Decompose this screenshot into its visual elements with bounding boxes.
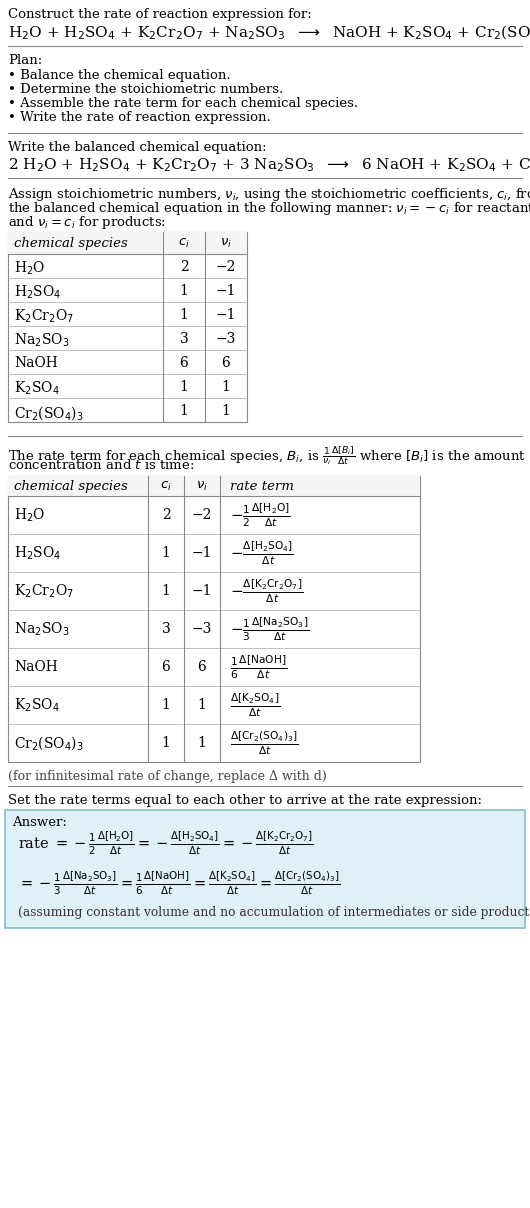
Text: • Assemble the rate term for each chemical species.: • Assemble the rate term for each chemic… [8, 97, 358, 110]
Text: 1: 1 [162, 546, 171, 561]
Text: −2: −2 [192, 509, 212, 522]
Text: 3: 3 [162, 622, 170, 635]
Text: 1: 1 [162, 698, 171, 712]
Text: 1: 1 [180, 308, 189, 323]
Text: −2: −2 [216, 260, 236, 274]
Text: $-\frac{\Delta[\mathrm{K_2Cr_2O_7}]}{\Delta t}$: $-\frac{\Delta[\mathrm{K_2Cr_2O_7}]}{\De… [230, 577, 303, 605]
Bar [8, 476, 420, 496]
Text: $\frac{1}{6}\frac{\Delta[\mathrm{NaOH}]}{\Delta t}$: $\frac{1}{6}\frac{\Delta[\mathrm{NaOH}]}… [230, 654, 287, 681]
Text: 1: 1 [162, 583, 171, 598]
Bar [8, 232, 247, 254]
Text: $c_i$: $c_i$ [178, 237, 190, 250]
Text: Construct the rate of reaction expression for:: Construct the rate of reaction expressio… [8, 8, 312, 21]
Text: −1: −1 [216, 284, 236, 298]
Text: Plan:: Plan: [8, 54, 42, 66]
Text: the balanced chemical equation in the following manner: $\nu_i = -c_i$ for react: the balanced chemical equation in the fo… [8, 201, 530, 217]
Text: $\frac{\Delta[\mathrm{Cr_2(SO_4)_3}]}{\Delta t}$: $\frac{\Delta[\mathrm{Cr_2(SO_4)_3}]}{\D… [230, 730, 298, 757]
Text: H$_2$SO$_4$: H$_2$SO$_4$ [14, 545, 61, 562]
Text: 1: 1 [180, 403, 189, 418]
Text: K$_2$SO$_4$: K$_2$SO$_4$ [14, 696, 60, 714]
Text: 1: 1 [180, 381, 189, 394]
Text: • Determine the stoichiometric numbers.: • Determine the stoichiometric numbers. [8, 83, 283, 95]
Text: $\nu_i$: $\nu_i$ [220, 237, 232, 250]
Text: H$_2$O: H$_2$O [14, 260, 46, 278]
Text: NaOH: NaOH [14, 660, 58, 674]
Bar [8, 476, 420, 762]
Text: 6: 6 [222, 356, 231, 370]
Text: 1: 1 [162, 736, 171, 750]
Text: H$_2$O: H$_2$O [14, 506, 46, 524]
Text: 1: 1 [198, 698, 207, 712]
Text: 1: 1 [222, 403, 231, 418]
Bar [5, 811, 525, 928]
Text: −3: −3 [192, 622, 212, 635]
Text: H$_2$O + H$_2$SO$_4$ + K$_2$Cr$_2$O$_7$ + Na$_2$SO$_3$  $\longrightarrow$  NaOH : H$_2$O + H$_2$SO$_4$ + K$_2$Cr$_2$O$_7$ … [8, 24, 530, 42]
Text: 6: 6 [162, 660, 170, 674]
Text: 6: 6 [198, 660, 206, 674]
Text: Answer:: Answer: [12, 815, 67, 829]
Text: Cr$_2$(SO$_4$)$_3$: Cr$_2$(SO$_4$)$_3$ [14, 403, 84, 422]
Text: Assign stoichiometric numbers, $\nu_i$, using the stoichiometric coefficients, $: Assign stoichiometric numbers, $\nu_i$, … [8, 186, 530, 203]
Text: 1: 1 [180, 284, 189, 298]
Text: Na$_2$SO$_3$: Na$_2$SO$_3$ [14, 620, 69, 638]
Text: 1: 1 [198, 736, 207, 750]
Text: (for infinitesimal rate of change, replace Δ with d): (for infinitesimal rate of change, repla… [8, 769, 327, 783]
Text: $\frac{\Delta[\mathrm{K_2SO_4}]}{\Delta t}$: $\frac{\Delta[\mathrm{K_2SO_4}]}{\Delta … [230, 691, 280, 719]
Text: $= -\frac{1}{3}\frac{\Delta[\mathrm{Na_2SO_3}]}{\Delta t} = \frac{1}{6}\frac{\De: $= -\frac{1}{3}\frac{\Delta[\mathrm{Na_2… [18, 870, 340, 898]
Text: −1: −1 [192, 546, 212, 561]
Text: 2: 2 [162, 509, 170, 522]
Text: and $\nu_i = c_i$ for products:: and $\nu_i = c_i$ for products: [8, 214, 166, 231]
Text: Write the balanced chemical equation:: Write the balanced chemical equation: [8, 141, 267, 153]
Text: 1: 1 [222, 381, 231, 394]
Text: The rate term for each chemical species, $B_i$, is $\frac{1}{\nu_i}\frac{\Delta[: The rate term for each chemical species,… [8, 445, 526, 467]
Text: $-\frac{1}{3}\frac{\Delta[\mathrm{Na_2SO_3}]}{\Delta t}$: $-\frac{1}{3}\frac{\Delta[\mathrm{Na_2SO… [230, 615, 309, 643]
Text: $c_i$: $c_i$ [160, 480, 172, 493]
Text: rate $= -\frac{1}{2}\frac{\Delta[\mathrm{H_2O}]}{\Delta t} = -\frac{\Delta[\math: rate $= -\frac{1}{2}\frac{\Delta[\mathrm… [18, 830, 314, 858]
Text: NaOH: NaOH [14, 356, 58, 370]
Text: 2 H$_2$O + H$_2$SO$_4$ + K$_2$Cr$_2$O$_7$ + 3 Na$_2$SO$_3$  $\longrightarrow$  6: 2 H$_2$O + H$_2$SO$_4$ + K$_2$Cr$_2$O$_7… [8, 156, 530, 174]
Text: −1: −1 [216, 308, 236, 323]
Text: H$_2$SO$_4$: H$_2$SO$_4$ [14, 284, 61, 302]
Text: Set the rate terms equal to each other to arrive at the rate expression:: Set the rate terms equal to each other t… [8, 794, 482, 807]
Text: $\nu_i$: $\nu_i$ [196, 480, 208, 493]
Text: (assuming constant volume and no accumulation of intermediates or side products): (assuming constant volume and no accumul… [18, 906, 530, 919]
Text: • Write the rate of reaction expression.: • Write the rate of reaction expression. [8, 111, 271, 124]
Text: $-\frac{1}{2}\frac{\Delta[\mathrm{H_2O}]}{\Delta t}$: $-\frac{1}{2}\frac{\Delta[\mathrm{H_2O}]… [230, 501, 291, 529]
Bar [8, 232, 247, 422]
Text: rate term: rate term [230, 480, 294, 493]
Text: chemical species: chemical species [14, 480, 128, 493]
Text: −3: −3 [216, 332, 236, 345]
Text: chemical species: chemical species [14, 237, 128, 250]
Text: 6: 6 [180, 356, 188, 370]
Text: K$_2$SO$_4$: K$_2$SO$_4$ [14, 381, 60, 397]
Text: Cr$_2$(SO$_4$)$_3$: Cr$_2$(SO$_4$)$_3$ [14, 734, 84, 751]
Text: −1: −1 [192, 583, 212, 598]
Text: $-\frac{\Delta[\mathrm{H_2SO_4}]}{\Delta t}$: $-\frac{\Delta[\mathrm{H_2SO_4}]}{\Delta… [230, 539, 294, 567]
Text: 2: 2 [180, 260, 188, 274]
Text: • Balance the chemical equation.: • Balance the chemical equation. [8, 69, 231, 82]
Text: K$_2$Cr$_2$O$_7$: K$_2$Cr$_2$O$_7$ [14, 308, 74, 325]
Text: Na$_2$SO$_3$: Na$_2$SO$_3$ [14, 332, 69, 349]
Text: concentration and $t$ is time:: concentration and $t$ is time: [8, 458, 195, 472]
Text: K$_2$Cr$_2$O$_7$: K$_2$Cr$_2$O$_7$ [14, 582, 74, 599]
Text: 3: 3 [180, 332, 188, 345]
